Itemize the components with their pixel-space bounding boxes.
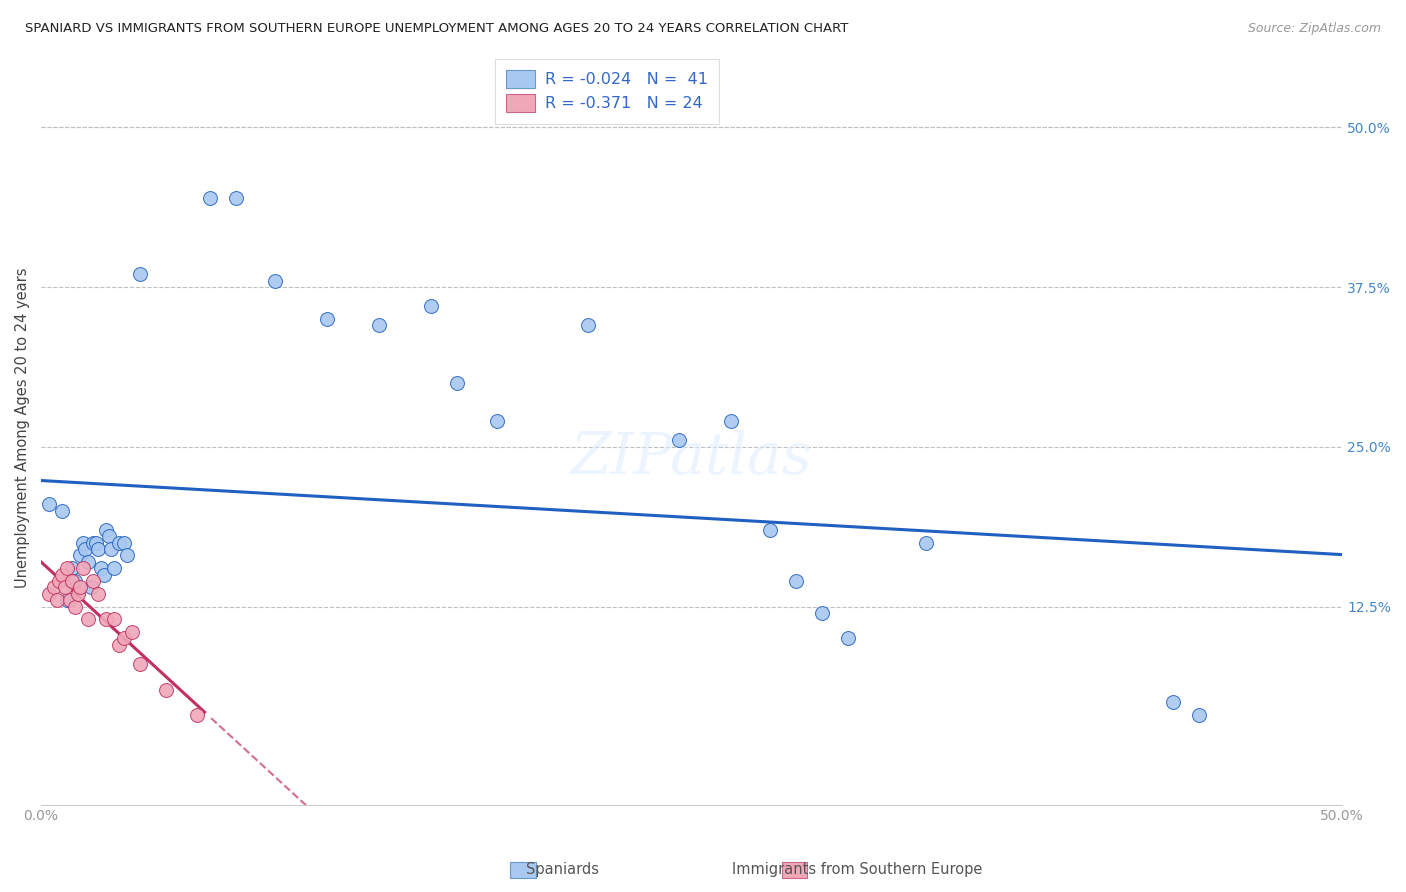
Point [112,632,135,646]
Point [115,549,138,563]
Text: ZIPatlas: ZIPatlas [571,430,813,486]
Point [84,535,107,549]
Point [668,434,690,448]
Point [51,504,73,518]
Point [446,376,468,390]
Point [129,268,152,282]
Point [93,567,115,582]
Point [103,561,125,575]
Point [45,593,67,607]
Point [87,542,110,557]
Point [59,593,82,607]
Point [225,191,247,205]
Point [155,682,177,697]
Y-axis label: Unemployment Among Ages 20 to 24 years: Unemployment Among Ages 20 to 24 years [15,268,30,588]
Point [186,708,208,723]
Point [72,535,94,549]
Point [785,574,807,588]
Point [79,581,101,595]
Point [56,561,79,575]
Point [96,523,118,537]
Point [97,529,120,543]
Point [121,625,143,640]
Text: SPANIARD VS IMMIGRANTS FROM SOUTHERN EUROPE UNEMPLOYMENT AMONG AGES 20 TO 24 YEA: SPANIARD VS IMMIGRANTS FROM SOUTHERN EUR… [25,22,849,36]
Point [87,587,110,601]
Point [837,632,859,646]
Point [96,612,118,626]
Point [51,567,73,582]
Text: Immigrants from Southern Europe: Immigrants from Southern Europe [733,863,983,877]
Point [69,581,91,595]
Point [100,542,122,557]
Point [810,606,832,620]
Point [485,414,508,428]
Text: Spaniards: Spaniards [526,863,599,877]
Point [69,549,91,563]
Point [77,555,100,569]
Point [720,414,742,428]
Point [200,191,222,205]
Point [75,542,97,557]
Point [1161,695,1184,709]
Point [108,638,131,652]
Point [42,581,65,595]
Point [576,318,599,333]
Point [38,497,60,511]
Point [56,593,79,607]
Point [915,535,938,549]
Point [103,612,125,626]
Point [420,299,443,313]
Point [90,561,112,575]
Point [77,612,100,626]
Point [63,599,86,614]
Point [82,535,104,549]
Point [53,581,76,595]
Point [758,523,780,537]
Point [72,561,94,575]
Point [82,574,104,588]
Text: Source: ZipAtlas.com: Source: ZipAtlas.com [1247,22,1381,36]
Point [316,312,339,326]
Point [63,574,86,588]
Legend: R = -0.024   N =  41, R = -0.371   N = 24: R = -0.024 N = 41, R = -0.371 N = 24 [495,59,718,123]
Point [66,587,89,601]
Point [129,657,152,671]
Point [60,561,83,575]
Point [60,574,83,588]
Point [264,274,287,288]
Point [1188,708,1211,723]
Point [368,318,391,333]
Point [48,574,70,588]
Point [112,535,135,549]
Point [108,535,131,549]
Point [38,587,60,601]
